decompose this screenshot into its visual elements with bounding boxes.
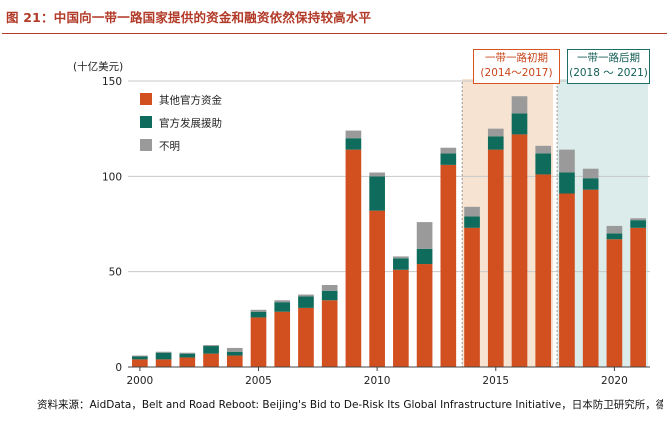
bar-development-aid-2006 xyxy=(274,302,291,312)
bar-unknown-2017 xyxy=(535,145,552,154)
period-early-label: 一带一路初期 xyxy=(485,52,548,64)
bar-unknown-2012 xyxy=(416,222,433,249)
x-tick-label-2005: 2005 xyxy=(245,375,272,387)
bar-unknown-2011 xyxy=(393,256,409,259)
x-tick-label-2000: 2000 xyxy=(126,375,153,387)
bar-unknown-2003 xyxy=(203,345,219,347)
bar-development-aid-2011 xyxy=(393,258,409,270)
bar-unknown-2007 xyxy=(298,294,314,297)
period-late-box: 一带一路后期 (2018 ～ 2021) xyxy=(567,49,650,84)
x-tick-label-2010: 2010 xyxy=(364,375,391,387)
bar-development-aid-2016 xyxy=(511,113,528,135)
bar-official-funds-2021 xyxy=(630,227,646,367)
bar-unknown-2005 xyxy=(250,309,267,312)
bar-development-aid-2009 xyxy=(345,138,362,150)
bar-official-funds-2003 xyxy=(203,353,219,367)
period-late-label: 一带一路后期 xyxy=(577,52,640,64)
bar-development-aid-2015 xyxy=(487,136,504,150)
bar-official-funds-2001 xyxy=(155,359,172,367)
x-tick-label-2020: 2020 xyxy=(601,375,628,387)
period-late-range: (2018 ～ 2021) xyxy=(569,67,648,79)
legend-label-official-funds: 其他官方资金 xyxy=(159,94,222,107)
bar-development-aid-2017 xyxy=(535,153,552,175)
bar-development-aid-2020 xyxy=(606,233,623,240)
bar-unknown-2002 xyxy=(179,352,196,354)
source-note: 资料来源：AidData，Belt and Road Reboot: Beiji… xyxy=(37,399,663,411)
bar-development-aid-2005 xyxy=(250,311,267,318)
title-divider xyxy=(2,33,667,34)
bar-development-aid-2001 xyxy=(155,352,172,360)
bar-unknown-2004 xyxy=(226,347,243,352)
bar-official-funds-2020 xyxy=(606,239,623,367)
bar-official-funds-2012 xyxy=(416,264,433,367)
legend-label-unknown: 不明 xyxy=(159,141,180,153)
bar-unknown-2014 xyxy=(464,206,480,217)
legend-label-development-aid: 官方发展援助 xyxy=(159,117,222,130)
bar-official-funds-2010 xyxy=(369,210,385,367)
bar-development-aid-2014 xyxy=(464,216,480,228)
bar-development-aid-2002 xyxy=(179,353,196,358)
y-tick-label-100: 100 xyxy=(102,171,122,183)
bar-unknown-2013 xyxy=(440,147,457,154)
bar-unknown-2006 xyxy=(274,300,291,303)
bar-official-funds-2005 xyxy=(250,317,267,367)
bar-development-aid-2012 xyxy=(416,248,433,265)
bar-official-funds-2009 xyxy=(345,149,362,367)
bar-development-aid-2004 xyxy=(226,351,243,356)
bar-official-funds-2000 xyxy=(132,359,148,367)
bar-unknown-2009 xyxy=(345,130,362,139)
y-tick-label-150: 150 xyxy=(102,76,122,88)
bar-development-aid-2019 xyxy=(582,178,599,190)
bar-official-funds-2013 xyxy=(440,164,457,367)
bar-unknown-2020 xyxy=(606,225,623,234)
bar-official-funds-2014 xyxy=(464,227,480,367)
bar-official-funds-2006 xyxy=(274,311,291,367)
legend-swatch-development-aid xyxy=(140,116,152,128)
bar-official-funds-2018 xyxy=(559,193,575,367)
period-early-box: 一带一路初期 (2014～2017) xyxy=(473,49,560,84)
x-tick-label-2015: 2015 xyxy=(482,375,509,387)
bar-official-funds-2016 xyxy=(511,134,528,367)
bar-development-aid-2010 xyxy=(369,176,385,211)
bar-development-aid-2000 xyxy=(132,356,148,360)
bar-official-funds-2011 xyxy=(393,269,409,367)
bar-official-funds-2007 xyxy=(298,307,314,367)
bar-development-aid-2021 xyxy=(630,220,646,228)
figure-title: 图 21：中国向一带一路国家提供的资金和融资依然保持较高水平 xyxy=(6,10,372,25)
bar-development-aid-2007 xyxy=(298,296,314,308)
bar-unknown-2001 xyxy=(155,351,172,353)
legend-swatch-unknown xyxy=(140,139,152,151)
bar-official-funds-2019 xyxy=(582,189,599,367)
bar-development-aid-2008 xyxy=(321,290,338,301)
bar-unknown-2018 xyxy=(559,149,575,173)
bar-development-aid-2018 xyxy=(559,172,575,194)
period-early-range: (2014～2017) xyxy=(480,67,553,79)
bar-unknown-2000 xyxy=(132,355,148,357)
bar-development-aid-2003 xyxy=(203,346,219,354)
bar-official-funds-2015 xyxy=(487,149,504,367)
legend-swatch-official-funds xyxy=(140,93,152,105)
bar-official-funds-2004 xyxy=(226,355,243,367)
y-tick-label-50: 50 xyxy=(109,267,122,279)
bar-official-funds-2002 xyxy=(179,357,196,367)
bar-official-funds-2008 xyxy=(321,300,338,367)
bar-official-funds-2017 xyxy=(535,174,552,367)
y-axis-label: (十亿美元) xyxy=(73,60,123,73)
y-tick-label-0: 0 xyxy=(115,362,122,374)
bar-unknown-2010 xyxy=(369,172,385,177)
bar-development-aid-2013 xyxy=(440,153,457,165)
bar-unknown-2021 xyxy=(630,218,646,221)
bar-unknown-2019 xyxy=(582,168,599,179)
bar-unknown-2015 xyxy=(487,128,504,137)
bar-unknown-2016 xyxy=(511,96,528,114)
bar-unknown-2008 xyxy=(321,285,338,291)
